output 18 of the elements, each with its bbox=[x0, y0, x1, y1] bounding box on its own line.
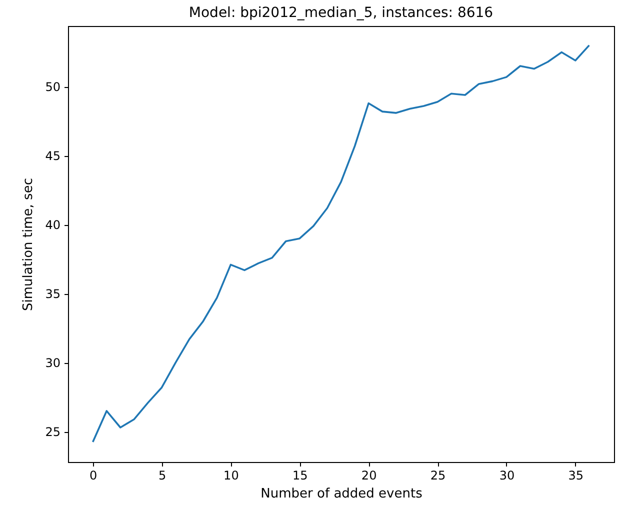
x-axis-title: Number of added events bbox=[260, 486, 423, 502]
y-axis-title: Simulation time, sec bbox=[21, 178, 36, 311]
chart-title: Model: bpi2012_median_5, instances: 8616 bbox=[188, 5, 494, 21]
x-tick-label: 15 bbox=[292, 468, 308, 482]
x-tick-label: 0 bbox=[90, 468, 98, 482]
y-tick-label: 25 bbox=[45, 425, 60, 440]
x-tick-label: 20 bbox=[361, 468, 377, 482]
y-tick-label: 40 bbox=[45, 218, 60, 232]
x-tick-label: 5 bbox=[158, 468, 166, 482]
x-tick-label: 35 bbox=[568, 468, 584, 482]
x-tick-label: 30 bbox=[499, 468, 515, 482]
y-tick-label: 50 bbox=[45, 80, 60, 94]
x-tick-label: 10 bbox=[224, 468, 239, 482]
y-tick-label: 45 bbox=[45, 149, 60, 164]
y-tick-label: 35 bbox=[45, 287, 60, 302]
line-series bbox=[92, 44, 590, 443]
y-tick-label: 30 bbox=[45, 356, 60, 370]
x-tick-label: 25 bbox=[430, 468, 446, 482]
